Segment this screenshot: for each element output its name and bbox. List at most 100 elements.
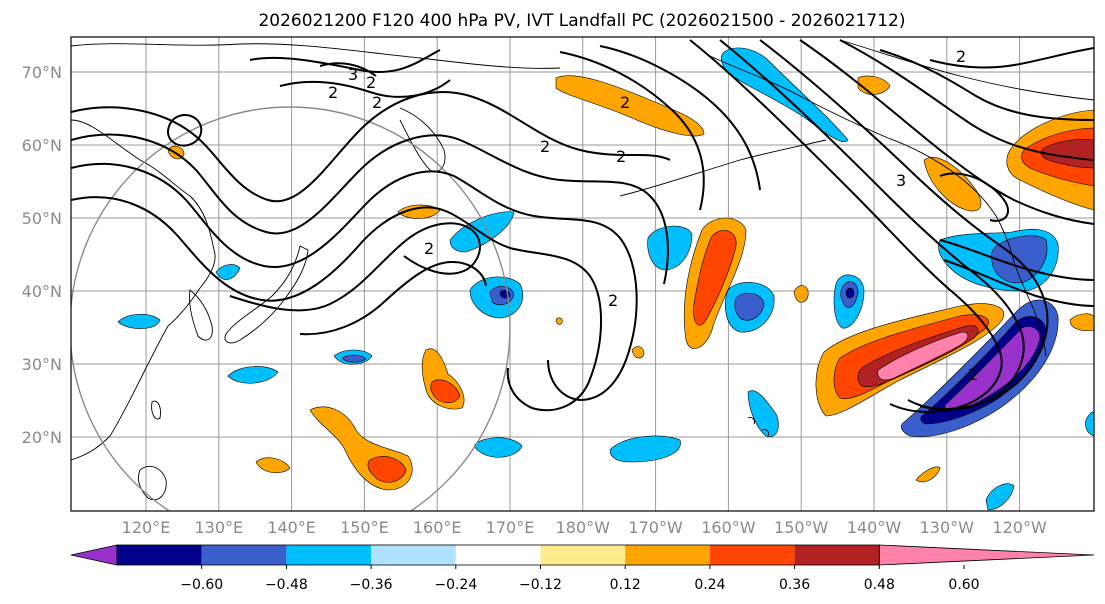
colorbar-outline xyxy=(116,544,880,566)
pv-contour-label: 2 xyxy=(968,365,978,384)
lon-label: 150°W xyxy=(774,518,829,537)
taiwan-coastline xyxy=(151,400,161,420)
colorbar-tick-label: 0.48 xyxy=(864,577,895,593)
colorbar-cell xyxy=(794,545,880,565)
figure-title: 2026021200 F120 400 hPa PV, IVT Landfall… xyxy=(258,11,905,31)
pv-contour-label: 2 xyxy=(956,47,966,66)
colorbar-tick-label: 0.60 xyxy=(948,577,979,593)
hawaii-islands xyxy=(747,417,769,437)
anomaly-blob-neg xyxy=(609,435,681,463)
pv-contour xyxy=(249,49,441,73)
anomaly-blob-neg-core xyxy=(734,292,765,321)
philippines-coastline xyxy=(137,466,167,501)
colorbar-cells xyxy=(70,544,1095,566)
anomaly-blob-neg xyxy=(747,390,779,438)
lon-label: 130°W xyxy=(920,518,975,537)
pv-contour xyxy=(599,45,761,191)
pv-contour-label: 2 xyxy=(608,291,618,310)
anomaly-blob-neg xyxy=(647,225,693,271)
lon-label: 120°E xyxy=(122,518,171,537)
colorbar-tick-label: −0.12 xyxy=(519,577,562,593)
pv-contour xyxy=(71,163,638,402)
pv-contour xyxy=(879,49,1094,121)
colorbar-tick-label: −0.60 xyxy=(180,577,223,593)
pv-contour-label: 2 xyxy=(366,73,376,92)
anomaly-blob-pos xyxy=(631,346,645,359)
anomaly-blob-neg xyxy=(985,483,1015,511)
lat-label: 70°N xyxy=(22,63,62,82)
lat-label: 60°N xyxy=(22,136,62,155)
anomaly-blob-neg xyxy=(1085,411,1094,437)
anomaly-blob-pos xyxy=(793,285,809,303)
pv-contour xyxy=(799,39,1094,225)
korea-coastline xyxy=(189,289,213,341)
colorbar: −0.60 −0.48 −0.36 −0.24 −0.12 0.12 0.24 0.36 0.4… xyxy=(70,544,1095,593)
pv-contour-label: 3 xyxy=(348,65,358,84)
colorbar-extend-min xyxy=(70,544,118,566)
pv-contour xyxy=(319,62,377,77)
lat-label: 30°N xyxy=(22,355,62,374)
colorbar-tick-label: −0.24 xyxy=(434,577,477,593)
lat-label: 50°N xyxy=(22,209,62,228)
anomaly-blob-pos xyxy=(555,317,563,325)
lon-label: 150°E xyxy=(340,518,389,537)
colorbar-tick-label: 0.12 xyxy=(610,577,641,593)
colorbar-cell xyxy=(117,545,202,565)
anomaly-blob-pos xyxy=(923,157,982,212)
lat-label: 40°N xyxy=(22,282,62,301)
influence-circle xyxy=(71,106,511,511)
longitude-labels: 120°E 130°E 140°E 150°E 160°E 170°E 180°W 170°W… xyxy=(122,518,1047,537)
lon-label: 120°W xyxy=(992,518,1047,537)
canada-coastline xyxy=(839,39,1094,101)
lon-label: 170°W xyxy=(628,518,683,537)
siberia-coastline xyxy=(71,43,561,69)
pv-contour xyxy=(279,79,451,98)
asia-coastline xyxy=(71,119,216,461)
anomaly-blob-pos xyxy=(915,466,941,483)
anomaly-blob-neg xyxy=(227,366,279,384)
colorbar-tick-label: −0.36 xyxy=(350,577,393,593)
pv-contour xyxy=(939,239,1094,281)
anomaly-blob-pos xyxy=(555,75,705,137)
colorbar-cell xyxy=(201,545,287,565)
lon-label: 160°E xyxy=(413,518,462,537)
anomaly-blob-pos xyxy=(255,457,291,474)
lon-label: 170°E xyxy=(486,518,535,537)
lon-label: 140°E xyxy=(267,518,316,537)
pv-contour xyxy=(929,47,1094,69)
pv-contour xyxy=(71,91,671,203)
colorbar-tick-label: −0.48 xyxy=(265,577,308,593)
colorbar-extend-max xyxy=(878,544,1095,566)
pv-contour-label: 3 xyxy=(896,171,906,190)
pv-contour xyxy=(939,172,1009,222)
colorbar-cell xyxy=(709,545,795,565)
map-panel: 3 2 2 2 2 2 2 2 2 3 2 2 xyxy=(70,36,1095,512)
colorbar-ticks: −0.60 −0.48 −0.36 −0.24 −0.12 0.12 0.24 0.36 0.4… xyxy=(180,565,980,593)
pv-contour-label: 2 xyxy=(372,93,382,112)
colorbar-cell xyxy=(540,545,626,565)
colorbar-tick-label: 0.24 xyxy=(694,577,725,593)
anomaly-blob-pos-core xyxy=(367,456,407,483)
lon-label: 180°W xyxy=(556,518,611,537)
lat-label: 20°N xyxy=(22,428,62,447)
colorbar-cell xyxy=(286,545,372,565)
anomaly-blob-pos-strong xyxy=(1041,138,1094,169)
pv-contour xyxy=(559,51,705,211)
pv-contour xyxy=(839,39,1094,161)
colorbar-cell xyxy=(455,545,541,565)
anomaly-blob-neg-max xyxy=(845,287,855,299)
colorbar-cell xyxy=(371,545,456,565)
anomaly-blob-neg xyxy=(449,211,515,253)
latitude-labels: 70°N 60°N 50°N 40°N 30°N 20°N xyxy=(22,63,62,447)
anomaly-blob-neg-core xyxy=(341,354,367,363)
pv-contour xyxy=(299,260,487,336)
pv-contour xyxy=(71,133,669,285)
map-frame xyxy=(70,36,1095,512)
pv-contour-label: 2 xyxy=(620,93,630,112)
anomaly-blob-pos-core xyxy=(430,379,461,404)
alaska-coastline xyxy=(709,55,1047,357)
anomaly-blob-neg xyxy=(473,437,523,458)
pv-contour xyxy=(71,196,603,412)
anomaly-blob-pos-max xyxy=(877,331,969,381)
